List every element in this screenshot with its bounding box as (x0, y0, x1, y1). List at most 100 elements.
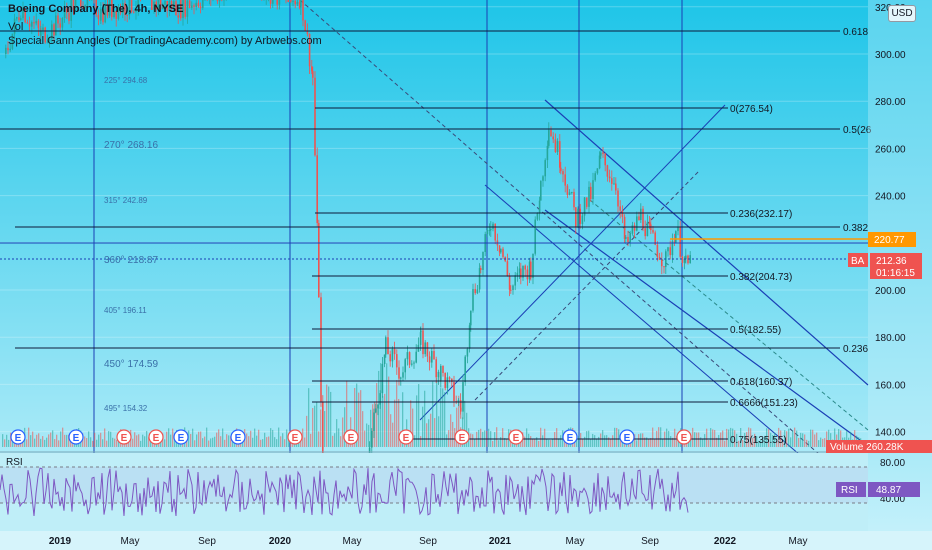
candle-body[interactable] (464, 356, 466, 383)
candle-body[interactable] (16, 17, 18, 19)
candle-body[interactable] (298, 1, 301, 8)
candle-body[interactable] (514, 275, 516, 286)
candle-body[interactable] (556, 141, 559, 152)
candle-body[interactable] (68, 12, 70, 21)
candle-body[interactable] (613, 183, 615, 185)
candle-body[interactable] (508, 275, 511, 290)
candle-body[interactable] (128, 0, 131, 16)
candle-body[interactable] (304, 20, 306, 32)
candle-body[interactable] (106, 4, 109, 16)
candle-body[interactable] (296, 1, 299, 5)
earnings-event-marker[interactable]: E (454, 429, 470, 445)
candle-body[interactable] (80, 0, 82, 7)
candle-body[interactable] (117, 6, 120, 19)
candle-body[interactable] (411, 363, 413, 365)
candle-body[interactable] (218, 0, 221, 2)
candle-body[interactable] (530, 261, 532, 279)
candle-body[interactable] (287, 0, 289, 3)
candle-body[interactable] (97, 15, 100, 19)
candle-body[interactable] (476, 289, 479, 294)
candle-body[interactable] (202, 0, 204, 9)
candle-body[interactable] (46, 41, 49, 43)
candle-body[interactable] (627, 236, 629, 243)
candle-body[interactable] (86, 0, 89, 6)
candle-body[interactable] (437, 371, 440, 378)
candle-body[interactable] (648, 222, 651, 225)
candle-body[interactable] (119, 6, 122, 13)
candle-body[interactable] (419, 332, 422, 345)
candle-body[interactable] (462, 382, 464, 412)
candle-body[interactable] (7, 47, 9, 51)
candle-body[interactable] (63, 8, 66, 18)
volume-indicator-label[interactable]: Vol (8, 21, 24, 33)
candle-body[interactable] (302, 0, 304, 21)
candle-body[interactable] (26, 22, 29, 24)
candle-body[interactable] (130, 0, 133, 12)
earnings-event-circle[interactable] (68, 429, 84, 445)
candle-body[interactable] (133, 11, 135, 13)
candle-body[interactable] (611, 178, 613, 184)
candle-body[interactable] (377, 404, 379, 409)
candle-body[interactable] (66, 8, 68, 13)
candle-body[interactable] (588, 186, 590, 207)
candle-body[interactable] (422, 330, 424, 355)
candle-body[interactable] (40, 30, 42, 36)
candle-body[interactable] (404, 359, 406, 373)
candle-body[interactable] (671, 241, 674, 256)
currency-button[interactable]: USD (888, 5, 916, 22)
candle-body[interactable] (478, 268, 481, 290)
candle-body[interactable] (590, 186, 592, 200)
candle-body[interactable] (631, 225, 634, 234)
candle-body[interactable] (435, 359, 437, 378)
candle-body[interactable] (673, 241, 676, 244)
candle-body[interactable] (502, 248, 504, 257)
candle-body[interactable] (385, 337, 387, 355)
candle-body[interactable] (540, 180, 542, 201)
candle-body[interactable] (457, 400, 460, 403)
candle-body[interactable] (375, 408, 377, 413)
candle-body[interactable] (526, 269, 529, 280)
candle-body[interactable] (644, 228, 646, 237)
candle-body[interactable] (640, 208, 642, 220)
candle-body[interactable] (552, 136, 554, 140)
rsi-line[interactable] (0, 467, 689, 517)
candle-body[interactable] (571, 191, 573, 193)
candle-body[interactable] (108, 0, 111, 16)
candle-body[interactable] (474, 289, 476, 294)
candle-body[interactable] (564, 174, 566, 186)
candle-body[interactable] (373, 412, 375, 431)
candle-body[interactable] (683, 259, 686, 263)
candle-body[interactable] (186, 0, 189, 17)
candle-body[interactable] (322, 402, 324, 494)
candle-body[interactable] (689, 255, 691, 264)
candle-body[interactable] (314, 77, 316, 156)
candle-body[interactable] (560, 167, 562, 172)
candle-body[interactable] (546, 145, 549, 161)
candle-body[interactable] (451, 378, 453, 382)
candle-body[interactable] (170, 1, 173, 10)
candle-body[interactable] (162, 4, 164, 9)
candle-body[interactable] (115, 11, 117, 19)
earnings-event-marker[interactable]: E (562, 429, 578, 445)
candle-body[interactable] (575, 207, 577, 228)
candle-body[interactable] (104, 4, 106, 23)
candle-body[interactable] (492, 223, 494, 229)
candle-body[interactable] (536, 212, 539, 220)
candle-body[interactable] (195, 2, 197, 8)
candle-body[interactable] (168, 1, 171, 11)
candle-body[interactable] (596, 168, 599, 174)
candle-body[interactable] (20, 18, 22, 21)
candle-body[interactable] (442, 365, 444, 373)
candle-body[interactable] (573, 191, 575, 208)
candle-body[interactable] (488, 229, 491, 231)
candle-body[interactable] (166, 0, 168, 11)
candle-body[interactable] (623, 216, 626, 239)
candle-body[interactable] (598, 155, 601, 169)
gann-indicator-label[interactable]: Special Gann Angles (DrTradingAcademy.co… (8, 35, 322, 47)
earnings-event-marker[interactable]: E (287, 429, 303, 445)
candle-body[interactable] (542, 176, 544, 181)
earnings-event-marker[interactable]: E (343, 429, 359, 445)
candle-body[interactable] (619, 206, 621, 211)
candle-body[interactable] (122, 3, 124, 13)
candle-body[interactable] (510, 289, 512, 291)
